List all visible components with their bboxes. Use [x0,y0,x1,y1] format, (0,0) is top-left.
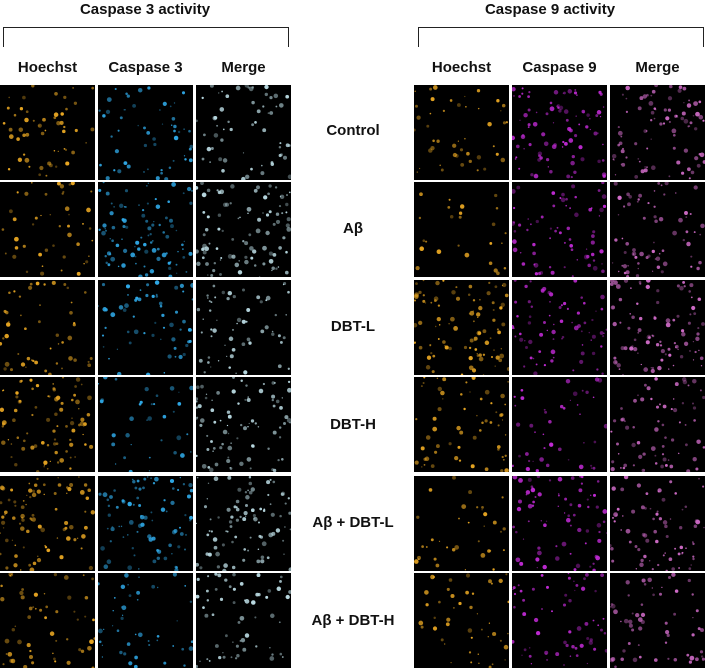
micrograph-tile [196,182,291,277]
micrograph-tile [512,182,607,277]
micrograph-tile [196,476,291,571]
micrograph-tile [414,85,509,180]
micrograph-tile [0,476,95,571]
row-label-dbt-l: DBT-L [330,318,376,335]
col-head-hoechst-right: Hoechst [431,59,492,76]
micrograph-tile [98,476,193,571]
micrograph-tile [98,377,193,472]
micrograph-tile [98,280,193,375]
row-label-abeta-dbt-l: Aβ + DBT-L [312,514,394,531]
micrograph-tile [98,85,193,180]
panel-bracket-caspase9 [418,27,704,47]
micrograph-tile [98,573,193,668]
col-head-hoechst-left: Hoechst [17,59,78,76]
row-label-abeta: Aβ [343,220,363,237]
panel-title-caspase9: Caspase 9 activity [484,1,616,18]
micrograph-tile [414,476,509,571]
row-label-control: Control [326,122,380,139]
micrograph-tile [414,182,509,277]
micrograph-tile [0,573,95,668]
micrograph-tile [196,377,291,472]
micrograph-tile [610,476,705,571]
micrograph-tile [512,85,607,180]
micrograph-tile [610,573,705,668]
micrograph-tile [0,182,95,277]
micrograph-tile [512,280,607,375]
micrograph-tile [98,182,193,277]
micrograph-tile [512,476,607,571]
panel-title-caspase3: Caspase 3 activity [79,1,211,18]
row-label-dbt-h: DBT-H [330,416,376,433]
micrograph-tile [610,280,705,375]
micrograph-tile [414,377,509,472]
panel-bracket-caspase3 [3,27,289,47]
micrograph-tile [196,573,291,668]
micrograph-tile [0,280,95,375]
col-head-merge-right: Merge [635,59,680,76]
col-head-caspase3: Caspase 3 [108,59,183,76]
micrograph-tile [414,573,509,668]
micrograph-tile [512,377,607,472]
row-label-abeta-dbt-h: Aβ + DBT-H [311,612,395,629]
micrograph-tile [196,280,291,375]
micrograph-tile [610,85,705,180]
micrograph-tile [196,85,291,180]
col-head-caspase9: Caspase 9 [522,59,597,76]
micrograph-tile [610,182,705,277]
col-head-merge-left: Merge [221,59,266,76]
micrograph-tile [414,280,509,375]
micrograph-tile [0,85,95,180]
micrograph-tile [0,377,95,472]
micrograph-tile [610,377,705,472]
micrograph-tile [512,573,607,668]
